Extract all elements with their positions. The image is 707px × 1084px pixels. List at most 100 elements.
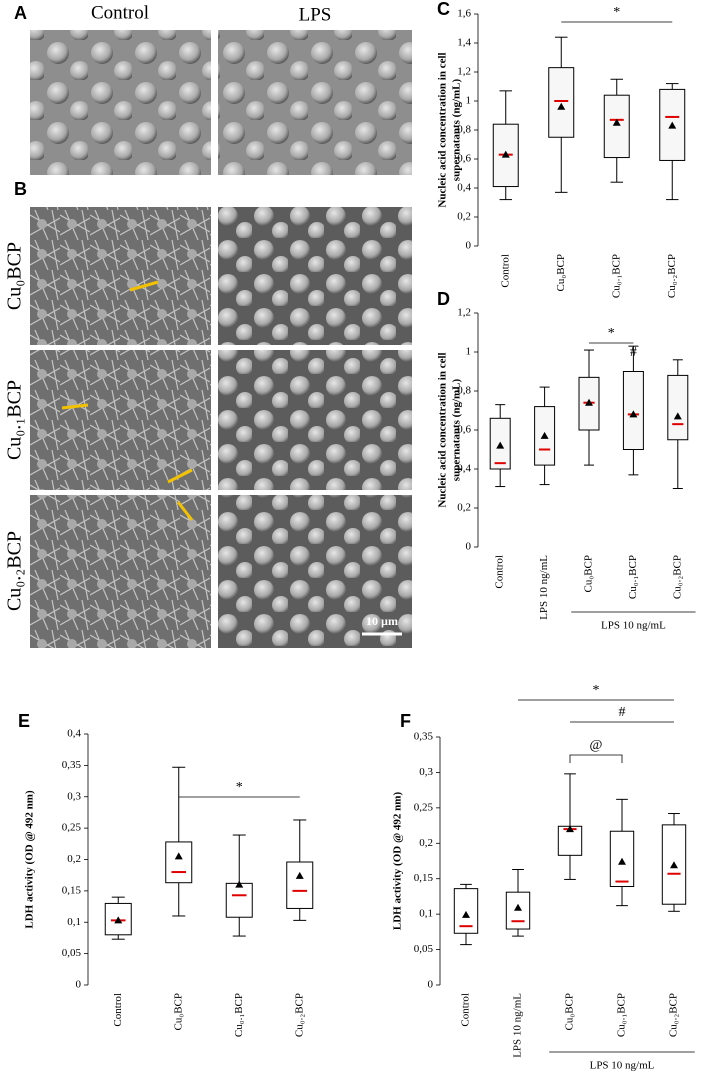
box-chart: E LDH activity (OD @ 492 nm) 0 0,05 0,1 0,15 0…	[18, 711, 314, 1037]
mean-marker	[629, 410, 638, 418]
panel-label: F	[400, 711, 411, 731]
panel-label: E	[18, 711, 30, 731]
x-tick-label: Cu₀BCP	[172, 993, 184, 1030]
y-tick-label: 0,35	[62, 759, 82, 771]
mean-marker	[670, 861, 678, 869]
y-tick-label: 1	[466, 95, 472, 107]
y-tick-label: 1,6	[457, 8, 471, 20]
sem-image	[218, 207, 412, 345]
box	[286, 861, 314, 909]
y-tick-label: 1,2	[457, 307, 471, 319]
significance-label: #	[619, 705, 626, 720]
box-chart: F LDH activity (OD @ 492 nm) 0 0,05 0,1 0,15 0…	[392, 683, 695, 1072]
y-tick-label: 0,3	[67, 790, 81, 802]
mean-marker	[668, 121, 677, 129]
mean-marker	[557, 102, 566, 110]
x-tick-label: Cu₀.₂BCP	[666, 254, 678, 298]
mean-marker	[462, 910, 470, 918]
y-axis-label: LDH activity (OD @ 492 nm)	[24, 790, 36, 929]
y-tick-label: 0,15	[62, 884, 82, 896]
y-tick-label: 0,6	[457, 424, 471, 436]
box-chart: D Nucleic acid concentration in cell super…	[437, 289, 696, 632]
box	[492, 123, 519, 188]
y-tick-label: 0,15	[414, 872, 434, 884]
column-label: LPS	[299, 4, 332, 25]
x-tick-label: Cu₀.₁BCP	[627, 555, 639, 599]
mean-marker	[612, 118, 621, 126]
y-tick-label: 0,4	[457, 182, 471, 194]
y-tick-label: 0,1	[67, 916, 81, 928]
sem-image	[218, 350, 412, 490]
group-label: LPS 10 ng/mL	[601, 620, 666, 632]
significance-label: @	[590, 738, 603, 753]
group-label: LPS 10 ng/mL	[590, 1060, 655, 1072]
row-label: Cu₀BCP	[4, 242, 26, 310]
y-tick-label: 1,2	[457, 66, 471, 78]
mean-marker	[540, 431, 549, 439]
y-tick-label: 0,25	[414, 801, 434, 813]
y-tick-label: 0,05	[62, 947, 82, 959]
mean-marker	[174, 852, 183, 860]
sem-image	[30, 495, 211, 648]
significance-bracket	[569, 754, 623, 763]
column-label: Control	[91, 2, 149, 23]
x-tick-label: Cu₀.₁BCP	[610, 254, 622, 298]
y-axis-label: supernatants (ng/mL)	[451, 78, 463, 181]
y-tick-label: 0,8	[457, 124, 471, 136]
y-tick-label: 1,4	[457, 37, 471, 49]
mean-marker	[501, 150, 510, 158]
box	[548, 67, 575, 138]
panel-label: C	[437, 0, 450, 19]
box	[667, 374, 689, 441]
box-chart: C Nucleic acid concentration in cell super…	[437, 0, 686, 298]
x-tick-label: LPS 10 ng/mL	[512, 993, 524, 1058]
micrographs: A Control LPS B Cu₀BCP Cu₀.₁BCP Cu₀.₂BCP…	[4, 2, 412, 648]
x-tick-label: Cu₀.₂BCP	[671, 555, 683, 599]
panel-label: A	[14, 3, 27, 23]
sem-image	[30, 30, 211, 175]
x-tick-label: Cu₀BCP	[583, 555, 595, 592]
significance-label: #	[630, 345, 637, 360]
y-tick-label: 0,1	[419, 908, 433, 920]
box	[603, 94, 630, 159]
mean-marker	[496, 441, 505, 449]
mean-marker	[514, 903, 522, 911]
y-tick-label: 0,25	[62, 822, 82, 834]
sem-image	[218, 30, 412, 175]
sem-image	[30, 207, 211, 345]
box	[225, 882, 253, 918]
box	[165, 841, 193, 884]
y-tick-label: 0	[466, 541, 472, 553]
y-axis-label: Nucleic acid concentration in cell	[437, 352, 449, 507]
y-tick-label: 0,35	[414, 731, 434, 743]
x-tick-label: Cu₀.₂BCP	[293, 993, 305, 1037]
y-tick-label: 0,2	[67, 853, 81, 865]
y-axis-label: supernatants (ng/mL)	[451, 378, 463, 481]
y-tick-label: 0,2	[457, 211, 471, 223]
x-tick-label: Control	[460, 993, 472, 1027]
mean-marker	[566, 825, 574, 833]
y-tick-label: 0	[428, 979, 434, 991]
y-axis-label: LDH activity (OD @ 492 nm)	[392, 792, 404, 931]
x-tick-label: Cu₀BCP	[555, 254, 567, 291]
y-tick-label: 0	[466, 240, 472, 252]
panel-label: B	[14, 179, 27, 199]
x-tick-label: Control	[499, 254, 511, 288]
y-tick-label: 0,4	[457, 463, 471, 475]
y-tick-label: 0,8	[457, 385, 471, 397]
mean-marker	[235, 880, 244, 888]
x-tick-label: Cu₀BCP	[564, 993, 576, 1030]
y-tick-label: 0,05	[414, 943, 434, 955]
x-tick-label: Cu₀.₁BCP	[233, 993, 245, 1037]
mean-marker	[114, 916, 123, 924]
significance-label: *	[613, 5, 620, 20]
x-tick-label: Control	[112, 993, 124, 1027]
y-tick-label: 0,2	[419, 837, 433, 849]
row-label: Cu₀.₁BCP	[4, 380, 26, 460]
significance-label: *	[236, 780, 243, 795]
x-tick-label: Control	[494, 555, 506, 589]
y-tick-label: 1	[466, 346, 472, 358]
significance-label: *	[593, 683, 600, 698]
mean-marker	[618, 857, 626, 865]
y-tick-label: 0,3	[419, 766, 433, 778]
